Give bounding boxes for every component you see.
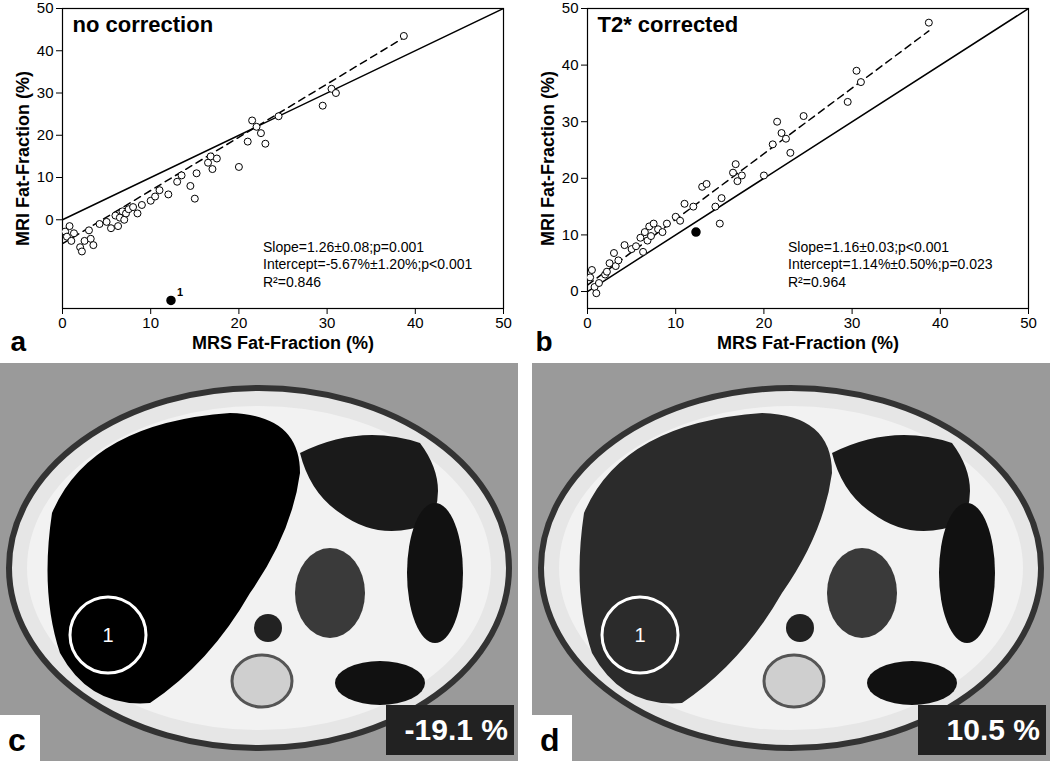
svg-text:T2* corrected: T2* corrected xyxy=(598,12,739,37)
svg-text:no correction: no correction xyxy=(73,12,214,37)
svg-text:10.5 %: 10.5 % xyxy=(947,713,1040,746)
svg-text:10: 10 xyxy=(37,168,54,185)
svg-text:MRS Fat-Fraction (%): MRS Fat-Fraction (%) xyxy=(717,333,899,353)
svg-text:1: 1 xyxy=(102,624,113,646)
svg-text:1: 1 xyxy=(634,624,645,646)
svg-text:20: 20 xyxy=(37,126,54,143)
svg-text:20: 20 xyxy=(231,314,248,331)
svg-text:50: 50 xyxy=(562,0,579,16)
svg-text:30: 30 xyxy=(37,84,54,101)
svg-text:0: 0 xyxy=(58,314,66,331)
svg-text:0: 0 xyxy=(570,282,578,299)
svg-text:40: 40 xyxy=(932,314,949,331)
svg-text:10: 10 xyxy=(142,314,159,331)
svg-text:0: 0 xyxy=(583,314,591,331)
svg-text:1: 1 xyxy=(177,286,183,298)
svg-text:0: 0 xyxy=(45,211,53,228)
svg-text:b: b xyxy=(536,326,553,357)
svg-text:30: 30 xyxy=(844,314,861,331)
svg-text:20: 20 xyxy=(562,169,579,186)
svg-text:a: a xyxy=(11,326,27,357)
svg-text:MRS Fat-Fraction (%): MRS Fat-Fraction (%) xyxy=(192,333,374,353)
svg-text:50: 50 xyxy=(495,314,512,331)
svg-text:MRI Fat-Fraction (%): MRI Fat-Fraction (%) xyxy=(538,71,558,246)
svg-text:20: 20 xyxy=(756,314,773,331)
svg-text:c: c xyxy=(8,722,26,758)
svg-text:Slope=1.16±0.03;p<0.001Interce: Slope=1.16±0.03;p<0.001Intercept=1.14%±0… xyxy=(788,239,993,290)
svg-text:50: 50 xyxy=(1020,314,1037,331)
svg-text:MRI Fat-Fraction (%): MRI Fat-Fraction (%) xyxy=(13,71,33,246)
svg-text:Slope=1.26±0.08;p=0.001Interce: Slope=1.26±0.08;p=0.001Intercept=-5.67%±… xyxy=(263,239,472,290)
svg-text:30: 30 xyxy=(319,314,336,331)
svg-text:40: 40 xyxy=(407,314,424,331)
svg-text:d: d xyxy=(540,722,560,758)
svg-text:40: 40 xyxy=(562,56,579,73)
svg-text:10: 10 xyxy=(562,226,579,243)
svg-text:30: 30 xyxy=(562,113,579,130)
svg-text:10: 10 xyxy=(667,314,684,331)
svg-text:40: 40 xyxy=(37,42,54,59)
svg-text:50: 50 xyxy=(37,0,54,16)
svg-text:-19.1 %: -19.1 % xyxy=(405,713,508,746)
